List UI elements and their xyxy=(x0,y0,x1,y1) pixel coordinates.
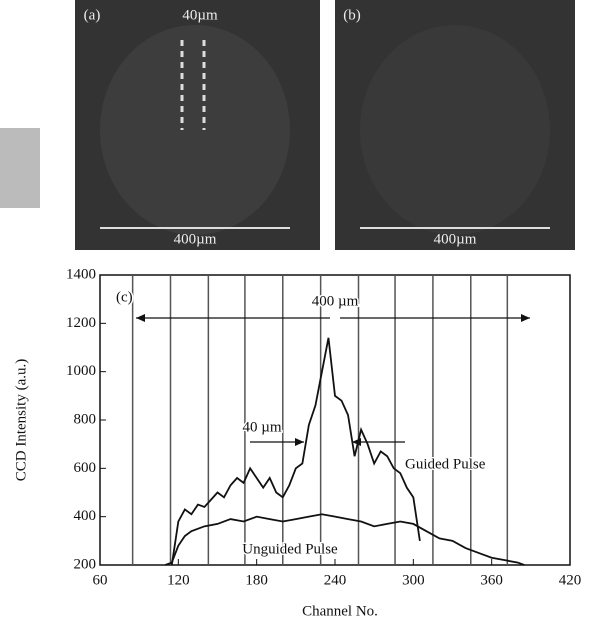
x-tick-label: 240 xyxy=(324,572,347,588)
panel-label: (b) xyxy=(343,7,361,23)
y-tick-label: 600 xyxy=(74,460,97,476)
x-tick-label: 120 xyxy=(167,572,190,588)
x-tick-label: 60 xyxy=(93,572,108,588)
scale-label: 400µm xyxy=(174,231,217,247)
x-tick-label: 360 xyxy=(480,572,503,588)
series-line xyxy=(170,337,421,566)
x-tick-label: 180 xyxy=(245,572,268,588)
series-line xyxy=(164,513,525,566)
y-tick-label: 200 xyxy=(74,556,97,572)
arrow-head xyxy=(352,438,361,446)
x-tick-label: 420 xyxy=(559,572,582,588)
y-tick-label: 800 xyxy=(74,411,97,427)
annotation: 400 µm xyxy=(312,293,359,309)
scale-label: 400µm xyxy=(434,231,477,247)
arrow-head xyxy=(136,314,145,322)
panel-b: (b) 400µm xyxy=(335,0,575,250)
beam-glow xyxy=(100,25,290,235)
panel-a: (a) 40µm 400µm xyxy=(75,0,320,250)
y-tick-label: 1000 xyxy=(66,363,96,379)
inset-label: 40µm xyxy=(182,7,218,23)
y-tick-label: 1200 xyxy=(66,315,96,331)
side-fragment xyxy=(0,128,40,208)
series-label: Guided Pulse xyxy=(405,456,486,472)
x-axis-title: Channel No. xyxy=(302,603,378,619)
arrow-head xyxy=(295,438,304,446)
panel-label: (a) xyxy=(84,7,101,23)
x-tick-label: 300 xyxy=(402,572,425,588)
y-tick-label: 400 xyxy=(74,508,97,524)
y-axis-title: CCD Intensity (a.u.) xyxy=(13,359,29,481)
annotation: 40 µm xyxy=(242,419,281,435)
series-label: Unguided Pulse xyxy=(242,541,338,557)
annotation: (c) xyxy=(116,289,133,305)
beam-glow xyxy=(360,25,550,235)
y-tick-label: 1400 xyxy=(66,266,96,282)
arrow-head xyxy=(521,314,530,322)
